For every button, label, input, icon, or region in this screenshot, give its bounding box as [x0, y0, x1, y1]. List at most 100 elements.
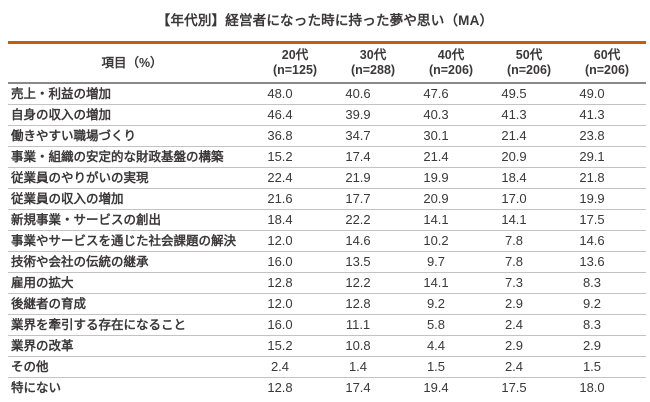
value-cell: 29.1 — [568, 146, 646, 168]
value-cell: 17.4 — [334, 146, 412, 168]
row-label: 売上・利益の増加 — [8, 82, 256, 105]
value-cell: 21.4 — [490, 125, 568, 147]
table-row: 業界を牽引する存在になること 16.0 11.1 5.8 2.4 8.3 — [8, 314, 646, 336]
value-cell: 49.0 — [568, 82, 646, 105]
value-cell: 7.3 — [490, 272, 568, 294]
column-header-40s: 40代 (n=206) — [412, 41, 490, 84]
column-header-30s: 30代 (n=288) — [334, 41, 412, 84]
value-cell: 23.8 — [568, 125, 646, 147]
row-label: 後継者の育成 — [8, 293, 256, 315]
value-cell: 20.9 — [490, 146, 568, 168]
value-cell: 47.6 — [412, 82, 490, 105]
value-cell: 2.4 — [490, 314, 568, 336]
row-label: 業界を牽引する存在になること — [8, 314, 256, 336]
table-row: 後継者の育成 12.0 12.8 9.2 2.9 9.2 — [8, 293, 646, 315]
value-cell: 49.5 — [490, 82, 568, 105]
column-header-20s: 20代 (n=125) — [256, 41, 334, 84]
value-cell: 16.0 — [256, 251, 334, 273]
table-row: 自身の収入の増加 46.4 39.9 40.3 41.3 41.3 — [8, 104, 646, 126]
age-group-label: 20代 — [281, 48, 309, 62]
row-label: 事業・組織の安定的な財政基盤の構築 — [8, 146, 256, 168]
row-label: 働きやすい職場づくり — [8, 125, 256, 147]
value-cell: 2.4 — [256, 356, 334, 378]
value-cell: 14.1 — [490, 209, 568, 231]
age-group-label: 30代 — [359, 48, 387, 62]
age-group-label: 50代 — [515, 48, 543, 62]
value-cell: 12.2 — [334, 272, 412, 294]
row-label: 事業やサービスを通じた社会課題の解決 — [8, 230, 256, 252]
value-cell: 7.8 — [490, 251, 568, 273]
value-cell: 30.1 — [412, 125, 490, 147]
value-cell: 16.0 — [256, 314, 334, 336]
value-cell: 7.8 — [490, 230, 568, 252]
table-row: 業界の改革 15.2 10.8 4.4 2.9 2.9 — [8, 335, 646, 357]
value-cell: 12.0 — [256, 230, 334, 252]
age-group-label: 40代 — [437, 48, 465, 62]
value-cell: 19.9 — [412, 167, 490, 189]
sample-size-label: (n=206) — [506, 63, 552, 77]
value-cell: 2.9 — [490, 335, 568, 357]
sample-size-label: (n=288) — [350, 63, 396, 77]
sample-size-label: (n=125) — [272, 63, 318, 77]
value-cell: 19.9 — [568, 188, 646, 210]
value-cell: 34.7 — [334, 125, 412, 147]
value-cell: 2.4 — [490, 356, 568, 378]
row-label: 自身の収入の増加 — [8, 104, 256, 126]
table-row: 事業・組織の安定的な財政基盤の構築 15.2 17.4 21.4 20.9 29… — [8, 146, 646, 168]
value-cell: 14.6 — [568, 230, 646, 252]
value-cell: 40.6 — [334, 82, 412, 105]
row-label: その他 — [8, 356, 256, 378]
value-cell: 18.4 — [256, 209, 334, 231]
table-row: 従業員の収入の増加 21.6 17.7 20.9 17.0 19.9 — [8, 188, 646, 210]
table-container: 項目（%） 20代 (n=125) 30代 (n=288) 40代 (n=206… — [8, 41, 646, 398]
row-label: 業界の改革 — [8, 335, 256, 357]
header-row: 項目（%） 20代 (n=125) 30代 (n=288) 40代 (n=206… — [8, 41, 646, 84]
value-cell: 48.0 — [256, 82, 334, 105]
table-row: 事業やサービスを通じた社会課題の解決 12.0 14.6 10.2 7.8 14… — [8, 230, 646, 252]
page-title: 【年代別】経営者になった時に持った夢や思い（MA） — [156, 13, 494, 28]
value-cell: 10.2 — [412, 230, 490, 252]
value-cell: 41.3 — [490, 104, 568, 126]
value-cell: 39.9 — [334, 104, 412, 126]
value-cell: 12.8 — [256, 377, 334, 398]
value-cell: 9.7 — [412, 251, 490, 273]
value-cell: 4.4 — [412, 335, 490, 357]
value-cell: 12.8 — [256, 272, 334, 294]
table-row: 従業員のやりがいの実現 22.4 21.9 19.9 18.4 21.8 — [8, 167, 646, 189]
value-cell: 11.1 — [334, 314, 412, 336]
value-cell: 46.4 — [256, 104, 334, 126]
row-label: 従業員の収入の増加 — [8, 188, 256, 210]
value-cell: 2.9 — [490, 293, 568, 315]
item-column-header: 項目（%） — [8, 41, 256, 84]
value-cell: 22.2 — [334, 209, 412, 231]
table-row: 働きやすい職場づくり 36.8 34.7 30.1 21.4 23.8 — [8, 125, 646, 147]
value-cell: 15.2 — [256, 146, 334, 168]
row-label: 特にない — [8, 377, 256, 398]
table-row: 雇用の拡大 12.8 12.2 14.1 7.3 8.3 — [8, 272, 646, 294]
sample-size-label: (n=206) — [584, 63, 630, 77]
table-row: 技術や会社の伝統の継承 16.0 13.5 9.7 7.8 13.6 — [8, 251, 646, 273]
value-cell: 17.5 — [568, 209, 646, 231]
value-cell: 21.4 — [412, 146, 490, 168]
value-cell: 17.5 — [490, 377, 568, 398]
column-header-50s: 50代 (n=206) — [490, 41, 568, 84]
row-label: 雇用の拡大 — [8, 272, 256, 294]
value-cell: 17.7 — [334, 188, 412, 210]
value-cell: 21.6 — [256, 188, 334, 210]
value-cell: 36.8 — [256, 125, 334, 147]
value-cell: 1.5 — [412, 356, 490, 378]
row-label: 技術や会社の伝統の継承 — [8, 251, 256, 273]
value-cell: 1.5 — [568, 356, 646, 378]
table-row: その他 2.4 1.4 1.5 2.4 1.5 — [8, 356, 646, 378]
value-cell: 20.9 — [412, 188, 490, 210]
value-cell: 10.8 — [334, 335, 412, 357]
row-label: 従業員のやりがいの実現 — [8, 167, 256, 189]
value-cell: 5.8 — [412, 314, 490, 336]
value-cell: 2.9 — [568, 335, 646, 357]
row-label: 新規事業・サービスの創出 — [8, 209, 256, 231]
value-cell: 15.2 — [256, 335, 334, 357]
value-cell: 18.0 — [568, 377, 646, 398]
column-header-60s: 60代 (n=206) — [568, 41, 646, 84]
value-cell: 40.3 — [412, 104, 490, 126]
